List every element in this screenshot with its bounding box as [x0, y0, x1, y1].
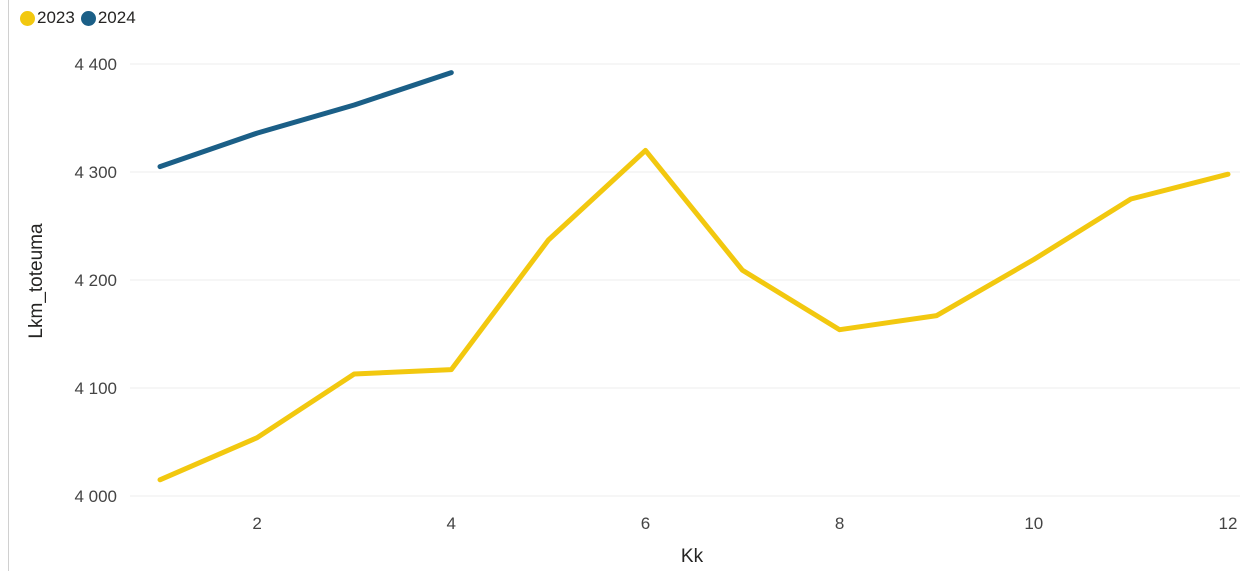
left-border	[8, 0, 9, 571]
y-tick-label: 4 000	[74, 487, 117, 506]
series-line-2023[interactable]	[157, 147, 1231, 483]
legend: 2023 2024	[20, 8, 142, 28]
legend-marker-2023	[20, 10, 35, 26]
x-tick-label: 8	[835, 514, 844, 533]
series-line-2024[interactable]	[157, 70, 454, 170]
x-axis-title: Kk	[681, 546, 704, 567]
x-tick-label: 2	[252, 514, 261, 533]
legend-label-2023: 2023	[37, 8, 75, 27]
x-tick-label: 12	[1219, 514, 1238, 533]
x-axis-ticks: 2 4 6 8 10 12	[252, 514, 1237, 533]
y-tick-label: 4 200	[74, 271, 117, 290]
series-lines	[157, 70, 1231, 483]
x-tick-label: 10	[1024, 514, 1043, 533]
y-tick-label: 4 400	[74, 55, 117, 74]
x-tick-label: 6	[641, 514, 650, 533]
y-axis-ticks: 4 000 4 100 4 200 4 300 4 400	[74, 55, 117, 506]
legend-marker-2024	[80, 10, 96, 26]
legend-item-2024[interactable]: 2024	[80, 8, 136, 28]
gridlines	[130, 63, 1240, 497]
legend-item-2023[interactable]: 2023	[20, 8, 75, 28]
y-tick-label: 4 100	[74, 379, 117, 398]
y-tick-label: 4 300	[74, 163, 117, 182]
legend-label-2024: 2024	[97, 8, 136, 27]
y-axis-title: Lkm_toteuma	[26, 223, 47, 339]
x-tick-label: 4	[447, 514, 456, 533]
